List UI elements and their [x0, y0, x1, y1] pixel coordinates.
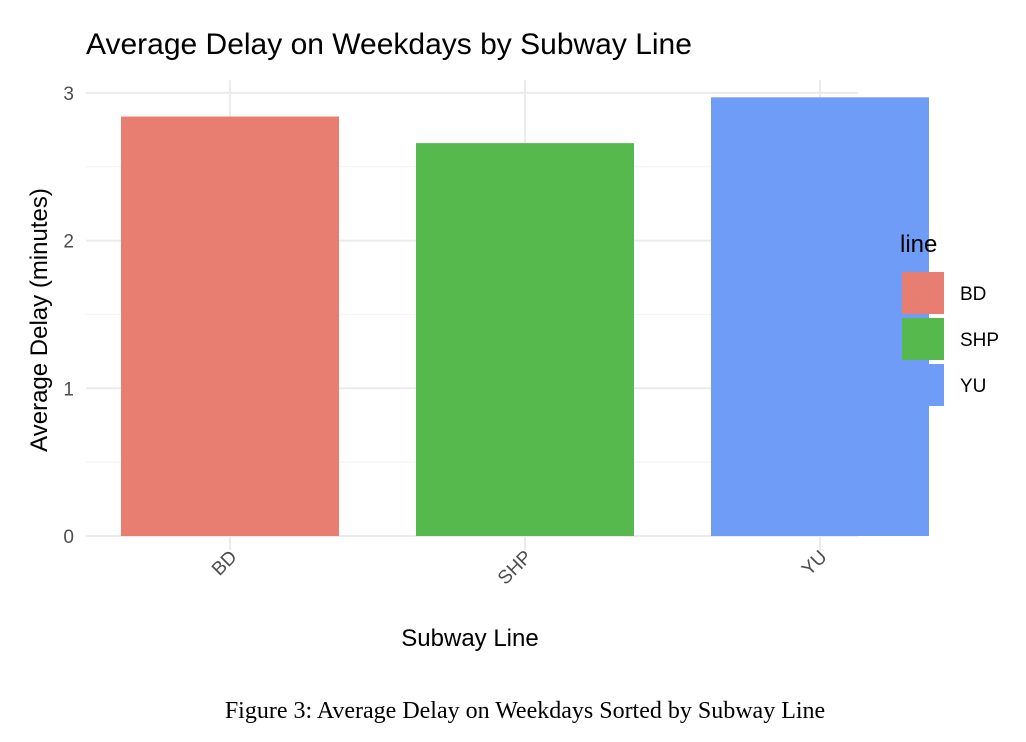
y-axis-title: Average Delay (minutes)	[26, 188, 53, 452]
y-tick-labels: 0 1 2 3	[63, 84, 74, 548]
bar-shp	[416, 143, 634, 537]
y-tick-label: 1	[63, 379, 74, 400]
legend-title: line	[900, 231, 937, 258]
y-tick-label: 3	[63, 84, 74, 105]
y-tick-label: 2	[63, 232, 74, 253]
legend-key-shp	[902, 318, 944, 360]
x-tick-label: BD	[208, 547, 242, 581]
legend: line BD SHP YU	[900, 231, 999, 406]
x-tick-label: SHP	[494, 547, 536, 589]
x-tick-label: YU	[798, 547, 832, 581]
bar-bd	[121, 116, 339, 537]
legend-label: BD	[960, 284, 986, 305]
chart-title: Average Delay on Weekdays by Subway Line	[86, 28, 692, 61]
figure-caption: Figure 3: Average Delay on Weekdays Sort…	[225, 698, 825, 724]
legend-key-yu	[902, 364, 944, 406]
x-axis-title: Subway Line	[401, 625, 538, 652]
legend-label: YU	[960, 376, 986, 397]
y-tick-label: 0	[63, 527, 74, 548]
legend-key-bd	[902, 272, 944, 314]
x-tick-labels: BD SHP YU	[208, 547, 832, 589]
legend-label: SHP	[960, 330, 999, 351]
bar-yu	[711, 97, 929, 537]
bars	[121, 97, 929, 537]
